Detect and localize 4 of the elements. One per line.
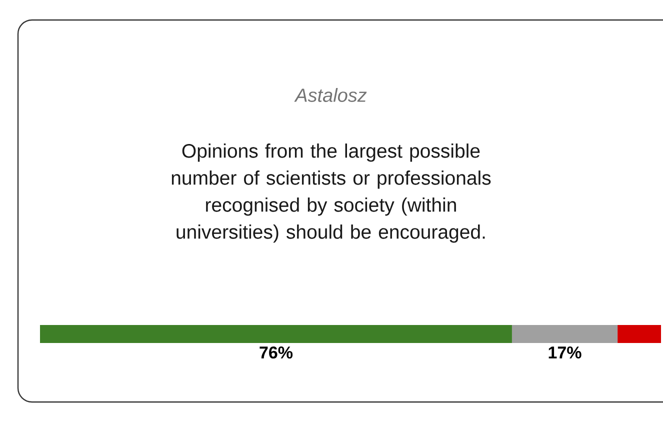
chart-title: Astalosz <box>294 88 367 102</box>
chart-subtitle: Opinions from the largest possible number of scientists or professionals recognised by society (within universities) should be encouraged. <box>172 144 491 243</box>
data-label: 76% <box>260 346 293 359</box>
data-label: 17% <box>548 346 582 358</box>
